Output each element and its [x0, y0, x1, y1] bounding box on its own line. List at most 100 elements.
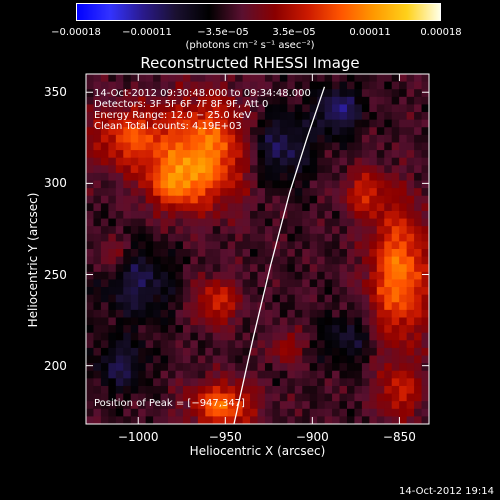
heatmap-cell [376, 172, 385, 182]
heatmap-cell [309, 142, 318, 151]
heatmap-cell [257, 416, 266, 424]
heatmap-cell [93, 264, 102, 273]
heatmap-cell [324, 294, 333, 303]
heatmap-cell [406, 150, 415, 159]
heatmap-cell [138, 165, 147, 174]
heatmap-cell [376, 271, 385, 281]
heatmap-cell [242, 264, 251, 273]
heatmap-cell [115, 294, 124, 303]
heatmap-cell [264, 355, 274, 364]
heatmap-cell [324, 195, 333, 204]
heatmap-cell [324, 249, 333, 258]
heatmap-cell [317, 210, 326, 220]
heatmap-cell [205, 195, 214, 204]
heatmap-cell [302, 256, 311, 265]
heatmap-cell [160, 203, 169, 212]
heatmap-cell [324, 378, 333, 387]
heatmap-cell [138, 294, 147, 303]
heatmap-cell [123, 416, 132, 424]
heatmap-cell [287, 287, 296, 296]
y-tick-label: 300 [44, 176, 67, 191]
heatmap-cell [384, 325, 393, 334]
heatmap-cell [130, 104, 139, 113]
heatmap-cell [235, 363, 244, 372]
heatmap-cell [123, 401, 132, 410]
heatmap-cell [115, 150, 124, 159]
heatmap-cell [100, 363, 109, 372]
heatmap-cell [332, 279, 341, 288]
heatmap-cell [190, 104, 199, 113]
heatmap-cell [384, 241, 393, 250]
heatmap-cell [153, 104, 162, 113]
heatmap-cell [160, 104, 169, 113]
heatmap-cell [309, 347, 318, 357]
heatmap-cell [421, 287, 429, 296]
heatmap-cell [212, 150, 221, 159]
heatmap-cell [399, 249, 408, 258]
heatmap-cell [235, 127, 244, 136]
heatmap-cell [190, 385, 199, 395]
heatmap-cell [115, 363, 124, 372]
heatmap-cell [339, 309, 348, 319]
heatmap-cell [153, 249, 162, 258]
heatmap-cell [220, 188, 229, 197]
heatmap-cell [197, 363, 206, 372]
heatmap-cell [324, 81, 333, 90]
heatmap-cell [332, 81, 341, 90]
heatmap-cell [264, 150, 274, 159]
heatmap-cell [115, 370, 124, 379]
heatmap-cell [376, 89, 385, 98]
heatmap-cell [391, 279, 400, 288]
heatmap-cell [354, 317, 363, 326]
heatmap-cell [93, 150, 102, 159]
heatmap-cell [220, 416, 229, 424]
heatmap-cell [346, 264, 356, 273]
heatmap-cell [399, 134, 408, 144]
heatmap-cell [168, 233, 177, 242]
heatmap-cell [302, 81, 311, 90]
heatmap-cell [190, 325, 199, 334]
heatmap-cell [257, 142, 266, 151]
heatmap-cell [346, 218, 356, 227]
heatmap-cell [250, 378, 259, 387]
heatmap-cell [294, 385, 303, 395]
heatmap-cell [205, 401, 214, 410]
heatmap-cell [182, 195, 191, 204]
heatmap-cell [317, 195, 326, 204]
heatmap-cell [145, 119, 154, 128]
heatmap-cell [220, 279, 229, 288]
heatmap-cell [354, 210, 363, 220]
heatmap-cell [406, 165, 415, 174]
heatmap-cell [175, 256, 184, 265]
heatmap-cell [100, 203, 109, 212]
heatmap-cell [160, 127, 169, 136]
heatmap-cell [369, 210, 378, 220]
heatmap-cell [324, 317, 333, 326]
heatmap-cell [406, 378, 415, 387]
heatmap-cell [287, 363, 296, 372]
heatmap-cell [108, 188, 117, 197]
heatmap-cell [264, 332, 274, 341]
heatmap-cell [182, 287, 191, 296]
heatmap-cell [332, 142, 341, 151]
heatmap-cell [354, 401, 363, 410]
heatmap-cell [227, 218, 236, 227]
heatmap-cell [384, 332, 393, 341]
heatmap-cell [242, 172, 251, 182]
heatmap-cell [346, 180, 356, 189]
heatmap-cell [332, 203, 341, 212]
heatmap-cell [309, 317, 318, 326]
heatmap-cell [361, 294, 370, 303]
heatmap-cell [197, 165, 206, 174]
heatmap-cell [138, 385, 147, 395]
heatmap-cell [145, 89, 154, 98]
heatmap-cell [272, 150, 281, 159]
heatmap-cell [391, 188, 400, 197]
heatmap-cell [108, 165, 117, 174]
heatmap-cell [264, 271, 274, 281]
heatmap-cell [86, 256, 95, 265]
heatmap-cell [399, 264, 408, 273]
heatmap-cell [279, 74, 288, 83]
heatmap-cell [399, 89, 408, 98]
heatmap-cell [168, 119, 177, 128]
